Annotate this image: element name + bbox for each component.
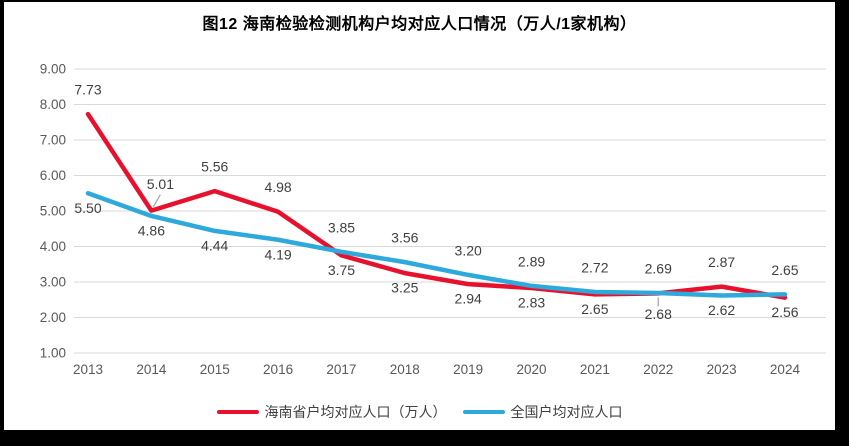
data-label: 5.01 [147,176,174,192]
x-tick-label: 2021 [580,362,610,377]
frame-border-left [0,0,4,446]
legend-label-hainan: 海南省户均对应人口（万人） [264,404,447,420]
x-tick-label: 2020 [516,362,546,377]
x-tick-label: 2013 [73,362,103,377]
data-label: 2.62 [708,302,735,318]
x-tick-label: 2018 [390,362,420,377]
legend-label-national: 全国户均对应人口 [510,404,623,420]
data-label: 2.83 [518,295,545,311]
data-label: 3.25 [391,280,418,296]
frame-border-top [0,0,849,2]
x-tick-label: 2024 [770,362,801,377]
y-tick-label: 5.00 [40,204,66,219]
chart-legend: 海南省户均对应人口（万人） 全国户均对应人口 [4,401,835,423]
data-label: 4.44 [201,237,228,253]
data-label: 2.87 [708,254,735,270]
data-label: 5.50 [74,200,101,216]
chart-title: 图12 海南检验检测机构户均对应人口情况（万人/1家机构） [202,16,637,33]
y-tick-label: 3.00 [40,275,66,290]
legend-item-hainan: 海南省户均对应人口（万人） [216,402,447,422]
data-label: 2.94 [455,291,482,307]
x-tick-label: 2022 [643,362,673,377]
legend-item-national: 全国户均对应人口 [462,402,623,422]
data-label: 7.73 [74,82,101,98]
leader-line [152,194,161,207]
x-tick-label: 2015 [200,362,230,377]
data-label: 2.56 [771,304,798,320]
line-chart-plot: 9.00 8.00 7.00 6.00 5.00 4.00 3.00 2.00 1.00 2013… [40,62,826,377]
data-label: 3.75 [328,262,355,278]
data-label: 5.56 [201,159,228,175]
data-label: 2.72 [581,259,608,275]
data-label: 2.69 [645,261,672,277]
x-tick-label: 2016 [263,362,293,377]
y-tick-label: 7.00 [40,133,66,148]
data-label: 2.68 [645,306,672,322]
x-tick-label: 2014 [136,362,167,377]
frame-border-bottom [0,430,849,446]
y-tick-label: 6.00 [40,168,66,183]
frame-border-right [835,0,849,446]
data-label: 2.65 [771,262,798,278]
legend-swatch-national [462,409,505,415]
data-label: 2.65 [581,301,608,317]
data-label: 3.56 [391,230,418,246]
y-tick-label: 8.00 [40,97,66,112]
legend-swatch-hainan [216,409,259,415]
y-tick-label: 4.00 [40,239,66,254]
y-tick-label: 1.00 [40,346,66,361]
series-line-1 [85,191,788,298]
data-label: 3.20 [455,242,482,258]
data-label: 4.86 [138,222,165,238]
data-label: 4.19 [264,246,291,262]
data-label: 3.85 [328,219,355,235]
y-tick-label: 9.00 [40,62,66,77]
y-tick-label: 2.00 [40,310,66,325]
x-tick-label: 2019 [453,362,483,377]
x-tick-label: 2017 [326,362,356,377]
x-tick-label: 2023 [707,362,737,377]
data-label: 4.98 [264,179,291,195]
data-label: 2.89 [518,253,545,269]
